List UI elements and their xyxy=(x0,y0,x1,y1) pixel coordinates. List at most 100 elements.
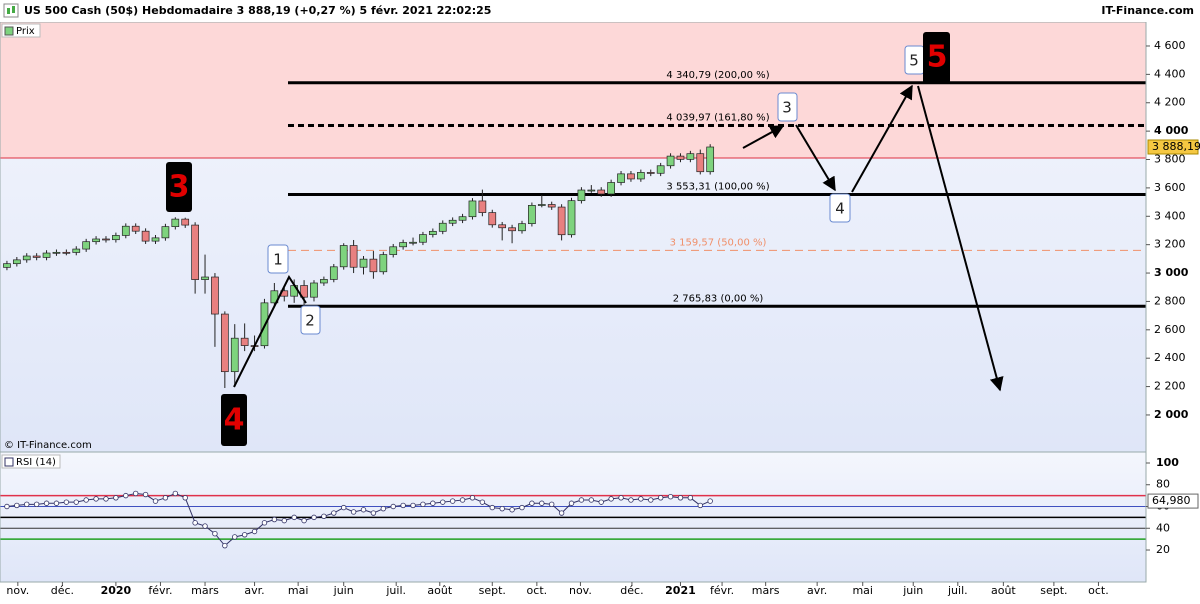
candle-body xyxy=(478,200,487,213)
candle-body xyxy=(369,258,378,273)
x-tick-label: août xyxy=(991,584,1016,597)
rsi-point xyxy=(83,497,89,503)
candle-body xyxy=(52,251,61,254)
resistance-zone xyxy=(0,22,1146,158)
x-tick-label: déc. xyxy=(51,584,74,597)
icon xyxy=(3,3,19,18)
y-tick-label: 3 600 xyxy=(1154,181,1186,194)
candle-body xyxy=(151,237,160,242)
fib-label: 2 765,83 (0,00 %) xyxy=(673,293,764,304)
x-tick-label: août xyxy=(427,584,452,597)
rsi-point xyxy=(113,495,119,501)
x-tick-label: mai xyxy=(852,584,873,597)
rsi-point xyxy=(380,505,387,512)
icon xyxy=(12,6,15,13)
x-tick-label: juil. xyxy=(385,584,406,597)
rsi-point xyxy=(152,498,159,504)
candle-body xyxy=(349,245,358,268)
x-tick-label: avr. xyxy=(807,584,827,597)
candle-body xyxy=(508,227,516,232)
rsi-point xyxy=(588,497,595,503)
wave-box xyxy=(300,305,321,335)
copyright: © IT-Finance.com xyxy=(4,440,92,451)
rsi-point xyxy=(707,498,713,504)
candle-body xyxy=(82,241,91,250)
wave-box xyxy=(166,162,192,212)
candle-body xyxy=(448,219,457,224)
wave-box xyxy=(829,193,851,223)
rsi-point xyxy=(400,502,406,509)
x-tick-label: avr. xyxy=(244,584,264,597)
candle-body xyxy=(607,182,615,195)
rsi-point xyxy=(212,530,218,537)
rsi-point xyxy=(499,505,505,512)
wave-label: 3 xyxy=(782,99,792,117)
candle-body xyxy=(131,225,140,232)
y-tick-label: 3 000 xyxy=(1154,266,1189,279)
candle-body xyxy=(230,337,239,373)
candle-body xyxy=(161,226,170,239)
rsi-point xyxy=(370,510,377,516)
fib-label: 3 159,57 (50,00 %) xyxy=(670,237,767,248)
y-tick-label: 100 xyxy=(1156,456,1179,469)
rsi-point xyxy=(519,504,525,511)
arrow xyxy=(795,124,836,192)
rsi-point xyxy=(132,490,139,497)
wave-labels: 3 4 1 2 3 4 5 5 xyxy=(166,32,950,446)
rsi-point xyxy=(251,528,258,535)
x-tick-label: oct. xyxy=(527,584,548,597)
rsi-point xyxy=(73,499,79,505)
y-tick-label: 4 400 xyxy=(1154,67,1186,80)
candle-body xyxy=(22,255,31,261)
rsi-point xyxy=(202,523,208,529)
candle-body xyxy=(706,146,715,173)
y-tick-label: 2 200 xyxy=(1154,380,1186,393)
last-rsi-label: 64,980 xyxy=(1152,494,1191,507)
wave-box xyxy=(923,32,950,84)
candle-body xyxy=(379,254,388,273)
wave-arrows xyxy=(233,84,1004,392)
rsi-point xyxy=(43,500,50,506)
rsi-point xyxy=(539,500,545,506)
rsi-point xyxy=(479,499,486,505)
x-tick-label: déc. xyxy=(620,584,643,597)
y-tick-label: 3 200 xyxy=(1154,238,1186,251)
candle-body xyxy=(577,189,586,202)
rsi-point xyxy=(301,517,307,524)
rsi-point xyxy=(628,497,634,503)
wave-label: 3 xyxy=(169,170,190,205)
candle-body xyxy=(320,279,328,284)
fib-label: 4 340,79 (200,00 %) xyxy=(666,70,769,81)
candle-body xyxy=(171,218,180,227)
legend-swatch xyxy=(4,457,14,467)
rsi-point xyxy=(687,495,694,501)
y-tick-label: 3 800 xyxy=(1154,153,1186,166)
rsi-point xyxy=(360,507,367,513)
rsi-point xyxy=(558,510,565,516)
last-price-label: 3 888,19 xyxy=(1152,140,1200,153)
rsi-point xyxy=(63,499,70,505)
candle-body xyxy=(339,245,348,268)
rsi-point xyxy=(598,499,604,505)
rsi-point xyxy=(410,502,416,509)
rsi-point xyxy=(162,495,169,501)
candle-body xyxy=(220,313,229,373)
rsi-point xyxy=(331,510,337,516)
rsi-point xyxy=(341,504,347,511)
rsi-point xyxy=(677,495,684,501)
wave-box xyxy=(267,244,289,274)
candle-body xyxy=(399,242,407,248)
legend-swatch xyxy=(4,26,14,36)
rsi-point xyxy=(469,495,476,501)
y-tick-label: 20 xyxy=(1156,543,1170,556)
candle-body xyxy=(488,212,497,226)
candle-body xyxy=(389,246,398,255)
rsi-point xyxy=(93,496,99,502)
rsi-point xyxy=(440,499,446,505)
rsi-point xyxy=(261,520,268,526)
candle-body xyxy=(528,205,536,225)
y-tick-label: 4 000 xyxy=(1154,124,1189,137)
y-tick-label: 3 400 xyxy=(1154,209,1186,222)
legend-box xyxy=(1,454,61,469)
wave-line xyxy=(233,274,307,388)
